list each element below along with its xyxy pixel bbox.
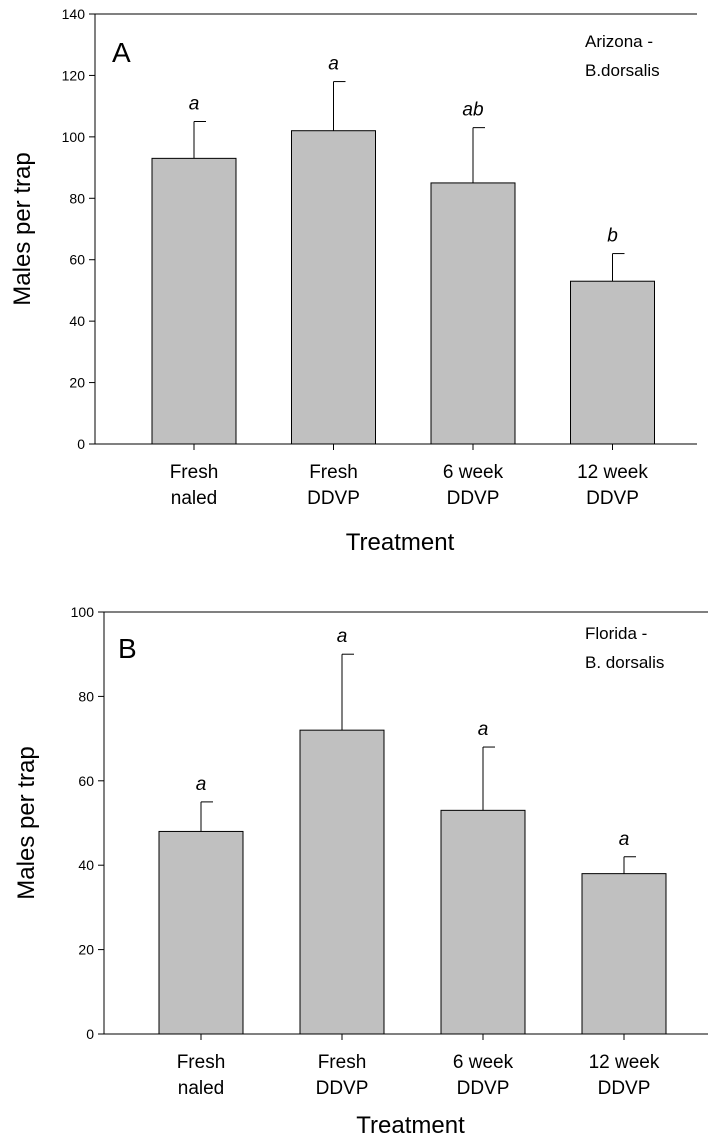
panel-a-significance-label: ab	[462, 100, 483, 121]
panel-a-category-label: 6 week	[443, 462, 504, 483]
panel-a-chart: 0 20 40 60 80 100 120 140 a Fresh naled a Fresh DDVP a…	[9, 6, 697, 556]
panel-b-y-tick-label: 80	[78, 688, 94, 704]
panel-b-category-label: DDVP	[598, 1078, 651, 1099]
panel-b-significance-label: a	[337, 626, 348, 647]
panel-a-annotation-line2: B.dorsalis	[585, 61, 660, 80]
panel-a-category-label: DDVP	[586, 488, 639, 509]
panel-b-y-tick-label: 0	[86, 1026, 94, 1042]
panel-a-annotation-line1: Arizona -	[585, 32, 653, 51]
panel-b-y-tick-label: 40	[78, 857, 94, 873]
panel-a-y-tick-label: 100	[62, 129, 86, 145]
panel-a-category-label: DDVP	[307, 488, 360, 509]
panel-b-category-label: Fresh	[177, 1052, 226, 1073]
panel-b-x-axis-title: Treatment	[356, 1112, 465, 1139]
panel-a-y-tick-label: 120	[62, 67, 86, 83]
panel-b-y-tick-label: 60	[78, 773, 94, 789]
panel-a-bar	[430, 182, 516, 445]
panel-b-bar	[299, 729, 385, 1035]
panel-a-bar	[291, 130, 376, 445]
panel-a-significance-label: a	[189, 94, 200, 115]
panel-b-y-axis-title: Males per trap	[13, 746, 40, 899]
panel-a-y-tick-label: 60	[69, 252, 85, 268]
panel-b-category-label: Fresh	[318, 1052, 367, 1073]
panel-b-category-label: 6 week	[453, 1052, 514, 1073]
panel-a-bar	[570, 280, 655, 445]
panel-a-y-tick-label: 0	[77, 436, 85, 452]
panel-b-category-label: DDVP	[316, 1078, 369, 1099]
panel-a-y-tick-label: 40	[69, 313, 85, 329]
panel-b-category-label: naled	[178, 1078, 225, 1099]
panel-b-category-label: DDVP	[457, 1078, 510, 1099]
panel-a-category-label: naled	[171, 488, 218, 509]
panel-a-bar	[151, 157, 237, 445]
panel-a-category-label: Fresh	[170, 462, 219, 483]
panel-b-y-tick-label: 100	[71, 604, 95, 620]
panel-b-chart: 0 20 40 60 80 100 a Fresh naled a Fresh DDVP a 6 week…	[13, 604, 708, 1139]
panel-b-category-label: 12 week	[589, 1052, 660, 1073]
panel-a-category-label: DDVP	[447, 488, 500, 509]
panel-a-category-label: 12 week	[577, 462, 648, 483]
panel-b-y-tick-label: 20	[78, 942, 94, 958]
panel-b-significance-label: a	[196, 774, 207, 795]
panel-b-significance-label: a	[619, 829, 630, 850]
panel-a-y-axis-title: Males per trap	[9, 152, 36, 305]
panel-a-significance-label: a	[328, 54, 339, 75]
panel-b-annotation-line2: B. dorsalis	[585, 653, 664, 672]
panel-a-panel-letter: A	[112, 37, 131, 68]
panel-b-bar	[158, 830, 244, 1035]
panel-a-y-tick-label: 140	[62, 6, 86, 22]
panel-b-bar	[440, 809, 526, 1035]
panel-b-significance-label: a	[478, 719, 489, 740]
panel-a-x-axis-title: Treatment	[346, 529, 455, 556]
panel-a-significance-label: b	[607, 226, 618, 247]
panel-a-y-tick-label: 20	[69, 375, 85, 391]
panel-a-category-label: Fresh	[309, 462, 358, 483]
panel-b-annotation-line1: Florida -	[585, 624, 647, 643]
panel-b-panel-letter: B	[118, 633, 137, 664]
panel-b-bar	[581, 873, 667, 1035]
panel-a-y-tick-label: 80	[69, 190, 85, 206]
